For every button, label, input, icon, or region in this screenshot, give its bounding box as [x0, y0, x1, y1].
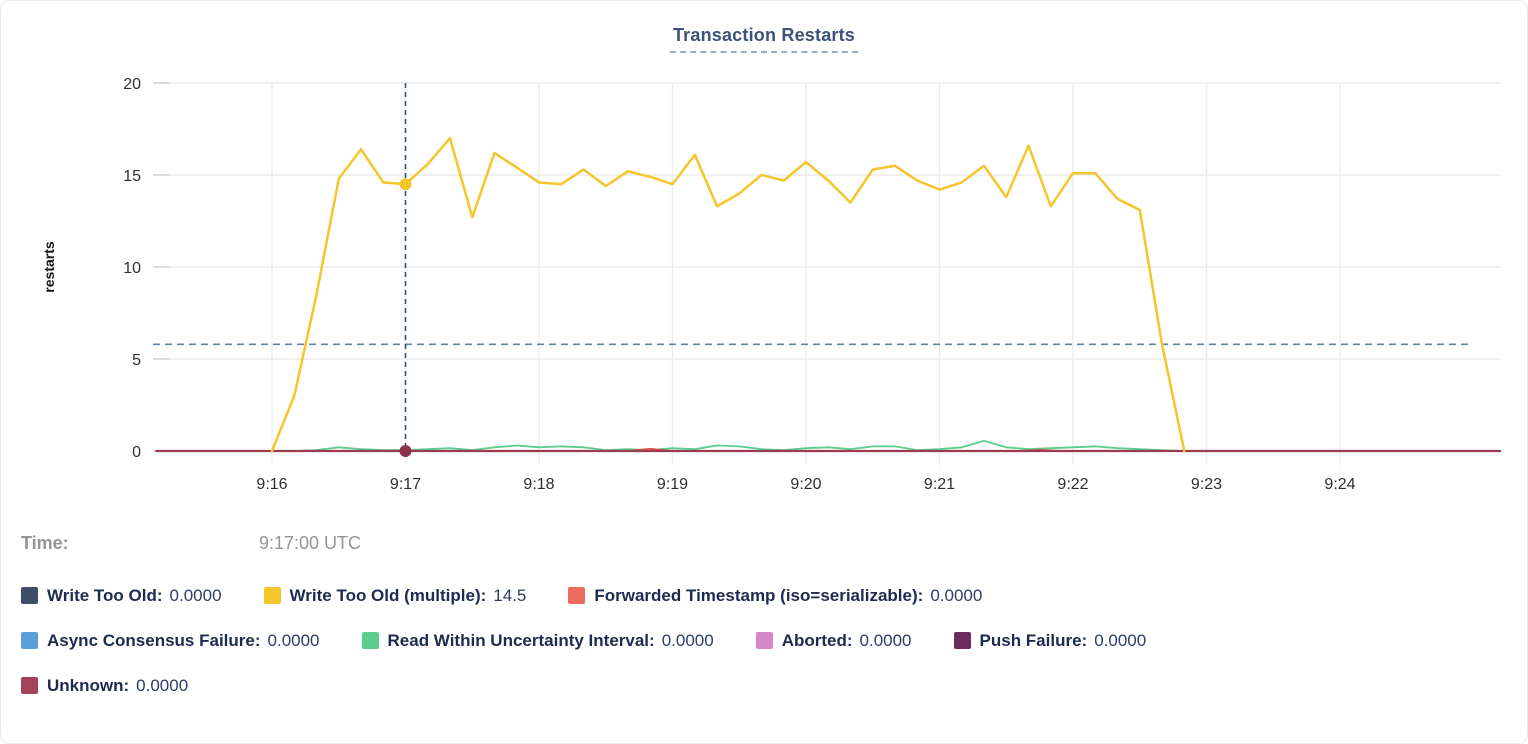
chart-legend: Write Too Old: 0.0000 Write Too Old (multi…	[1, 585, 1527, 720]
legend-value: 0.0000	[661, 630, 714, 650]
hover-time-value: 9:17:00 UTC	[259, 533, 362, 553]
legend-item-write-too-old[interactable]: Write Too Old: 0.0000	[21, 586, 222, 606]
series-line-write-too-old-multiple	[270, 136, 1186, 453]
unknown-swatch-icon	[21, 677, 38, 694]
svg-text:20: 20	[123, 76, 141, 93]
async-consensus-failure-swatch-icon	[21, 632, 38, 649]
aborted-swatch-icon	[755, 632, 773, 649]
legend-label: Read Within Uncertainty Interval:	[387, 630, 655, 650]
legend-label: Unknown:	[47, 675, 130, 695]
legend-item-aborted[interactable]: Aborted: 0.0000	[755, 630, 912, 651]
read-within-uncertainty-interval-swatch-icon	[361, 632, 379, 649]
hover-time-row: Time: 9:17:00 UTC	[1, 533, 1527, 557]
svg-text:15: 15	[123, 168, 141, 185]
write-too-old-multiple-swatch-icon	[263, 587, 281, 604]
legend-value: 0.0000	[136, 675, 189, 695]
legend-label: Async Consensus Failure:	[47, 630, 261, 650]
legend-value: 14.5	[493, 585, 527, 605]
chart-header: Transaction Restarts	[1, 25, 1527, 53]
legend-item-unknown[interactable]: Unknown: 0.0000	[21, 676, 188, 696]
svg-text:9:17: 9:17	[390, 476, 421, 491]
legend-item-write-too-old-multiple[interactable]: Write Too Old (multiple): 14.5	[263, 585, 527, 606]
svg-text:9:21: 9:21	[924, 476, 955, 491]
transaction-restarts-chart[interactable]: 0 5 10 15 20 9:16 9:17 9:18 9:19 9:20 9:21 9:22 9:23…	[1, 61, 1528, 491]
legend-row: Async Consensus Failure: 0.0000 Read Withi…	[1, 630, 1527, 651]
legend-item-read-within-uncertainty-interval[interactable]: Read Within Uncertainty Interval: 0.0000	[361, 630, 714, 651]
legend-value: 0.0000	[1094, 630, 1147, 650]
svg-text:9:16: 9:16	[256, 476, 287, 491]
legend-value: 0.0000	[859, 630, 912, 650]
legend-value: 0.0000	[930, 585, 983, 605]
legend-item-async-consensus-failure[interactable]: Async Consensus Failure: 0.0000	[21, 631, 320, 651]
legend-value: 0.0000	[169, 585, 222, 605]
svg-text:9:19: 9:19	[657, 476, 688, 491]
chart-title[interactable]: Transaction Restarts	[669, 25, 859, 53]
svg-text:9:18: 9:18	[523, 476, 554, 491]
legend-label: Write Too Old:	[47, 585, 163, 605]
svg-text:9:23: 9:23	[1191, 476, 1222, 491]
hover-time-label: Time:	[21, 533, 69, 553]
svg-text:10: 10	[123, 260, 141, 277]
forwarded-timestamp-iso-serializable-swatch-icon	[568, 587, 586, 604]
svg-text:9:24: 9:24	[1324, 476, 1355, 491]
legend-item-forwarded-timestamp-iso-serializable[interactable]: Forwarded Timestamp (iso=serializable): 0…	[568, 586, 982, 606]
legend-row: Unknown: 0.0000	[1, 675, 1527, 696]
legend-label: Push Failure:	[979, 630, 1088, 650]
crosshair-dot-unknown	[399, 445, 412, 457]
series-line-read-within-uncertainty-interval	[293, 439, 1186, 452]
legend-label: Aborted:	[781, 630, 853, 650]
legend-label: Write Too Old (multiple):	[289, 585, 487, 605]
legend-label: Forwarded Timestamp (iso=serializable):	[594, 585, 924, 605]
svg-text:0: 0	[132, 444, 141, 461]
legend-row: Write Too Old: 0.0000 Write Too Old (multi…	[1, 585, 1527, 606]
crosshair-dot-write-too-old-multiple	[399, 178, 412, 191]
push-failure-swatch-icon	[953, 632, 971, 649]
svg-text:5: 5	[132, 352, 141, 369]
legend-value: 0.0000	[267, 630, 320, 650]
svg-text:9:20: 9:20	[790, 476, 821, 491]
write-too-old-swatch-icon	[21, 587, 38, 604]
svg-text:9:22: 9:22	[1057, 476, 1088, 491]
legend-item-push-failure[interactable]: Push Failure: 0.0000	[953, 630, 1147, 651]
